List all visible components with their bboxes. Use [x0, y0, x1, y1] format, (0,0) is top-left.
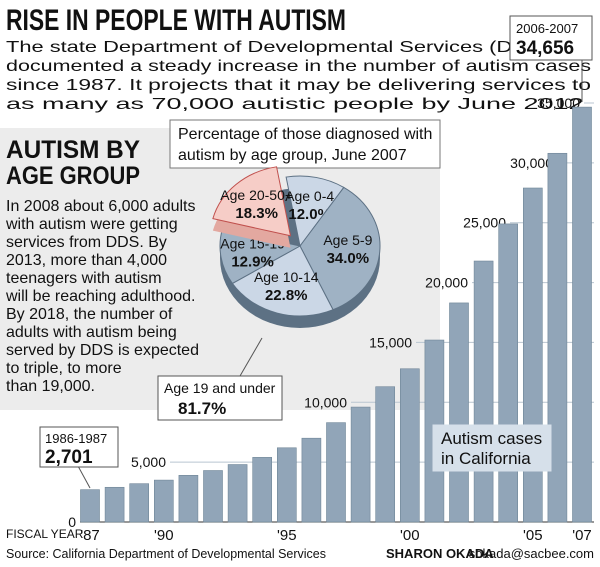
bar [154, 479, 174, 523]
bar [178, 475, 199, 523]
bar [449, 302, 469, 523]
pie-slice [212, 166, 292, 237]
pie-value-label: 18.3% [235, 205, 278, 222]
intro-line: since 1987. It projects that it may be d… [6, 77, 591, 94]
y-tick-label: 10,000 [304, 394, 347, 410]
bar [572, 106, 592, 523]
pie-label: Age 0-4 [285, 188, 334, 204]
intro-line: documented a steady increase in the numb… [6, 58, 591, 75]
annotation-value: 2,701 [45, 447, 93, 468]
bar [227, 464, 248, 523]
x-tick-label: '00 [400, 527, 420, 544]
pie-title: autism by age group, June 2007 [178, 147, 407, 164]
pie-title: Percentage of those diagnosed with [178, 126, 432, 143]
pie-value-label: 34.0% [327, 250, 370, 267]
pie-title-box [169, 119, 441, 169]
pie-value-label: 12.9% [231, 254, 274, 271]
sidebar-line: than 19,000. [6, 378, 95, 395]
x-tick-label: '95 [277, 527, 297, 544]
bar [276, 447, 297, 523]
y-tick-label: 20,000 [425, 275, 468, 291]
annotation-value: 34,656 [516, 38, 574, 59]
bar [104, 486, 125, 523]
bar [129, 483, 149, 523]
pie-chart: Percentage of those diagnosed with autism… [157, 119, 441, 421]
sidebar-line: By 2018, the number of [6, 306, 173, 323]
annotation-text: in California [441, 449, 531, 468]
sidebar-line: In 2008 about 6,000 adults [6, 198, 196, 215]
title: RISE IN PEOPLE WITH AUTISM [6, 4, 346, 37]
sidebar-line: adults with autism being [6, 324, 177, 341]
y-tick-label: 5,000 [131, 454, 166, 470]
annotation-box [39, 426, 119, 468]
y-tick-label: 35,000 [537, 95, 580, 111]
sidebar-line: served by DDS is expected [6, 342, 199, 359]
leader [77, 465, 91, 489]
bar [203, 470, 223, 523]
intro: The state Department of Developmental Se… [6, 39, 591, 113]
bar [375, 386, 396, 523]
sidebar-line: with autism were getting [5, 216, 178, 233]
x-tick-label: '87 [80, 527, 100, 544]
credit-name: SHARON OKADA [386, 546, 494, 561]
intro-line: The state Department of Developmental Se… [6, 39, 591, 56]
credit-email: sokada@sacbee.com [469, 546, 594, 561]
bar [547, 152, 568, 523]
bar [350, 406, 371, 523]
bar [522, 187, 543, 523]
bar [301, 437, 322, 523]
leader [239, 337, 263, 377]
bar [473, 260, 494, 523]
x-tick-label: '07 [572, 527, 592, 544]
bar [399, 368, 420, 523]
pie-slice [231, 245, 334, 317]
annotation-title: 2006-2007 [516, 21, 578, 36]
bar-chart: 0 5,000 10,000 15,000 20,000 25,000 30,000 35,0… [6, 15, 594, 544]
x-tick-label: '90 [154, 527, 174, 544]
annotation-text: Autism cases [441, 429, 542, 448]
sidebar-heading: AUTISM BY [6, 136, 140, 164]
bar [498, 223, 519, 523]
intro-line: as many as 70,000 autistic people by Jun… [6, 96, 591, 113]
sidebar-line: services from DDS. By [6, 234, 167, 251]
callout-value: 81.7% [178, 399, 226, 418]
callout-box [157, 375, 283, 421]
pie-label: Age 5-9 [323, 232, 372, 248]
pie-value-label: 22.8% [265, 287, 308, 304]
x-axis-label: FISCAL YEAR [6, 527, 84, 541]
sidebar-line: will be reaching adulthood. [5, 288, 195, 305]
y-tick-label: 30,000 [510, 155, 553, 171]
callout-label: Age 19 and under [164, 380, 276, 396]
bar [326, 422, 346, 523]
pie-label: Age 20-50+ [220, 187, 293, 203]
x-tick-label: '05 [523, 527, 543, 544]
annotation-box [509, 15, 593, 61]
y-tick-label: 0 [68, 514, 76, 530]
sidebar-line: 2013, more than 4,000 [6, 252, 167, 269]
bar [80, 489, 100, 523]
annotation-title: 1986-1987 [45, 431, 107, 446]
pie-slice [299, 186, 381, 311]
y-tick-label: 25,000 [463, 215, 506, 231]
pie-label: Age 10-14 [254, 269, 319, 285]
sidebar-heading: AGE GROUP [6, 162, 140, 190]
pie-slice [285, 175, 345, 248]
sidebar-line: teenagers with autism [6, 270, 162, 287]
sidebar-line: to triple, to more [6, 360, 122, 377]
annotation-box [432, 424, 552, 472]
bar [252, 457, 272, 523]
y-tick-label: 15,000 [369, 334, 412, 350]
source: Source: California Department of Develop… [6, 546, 326, 561]
